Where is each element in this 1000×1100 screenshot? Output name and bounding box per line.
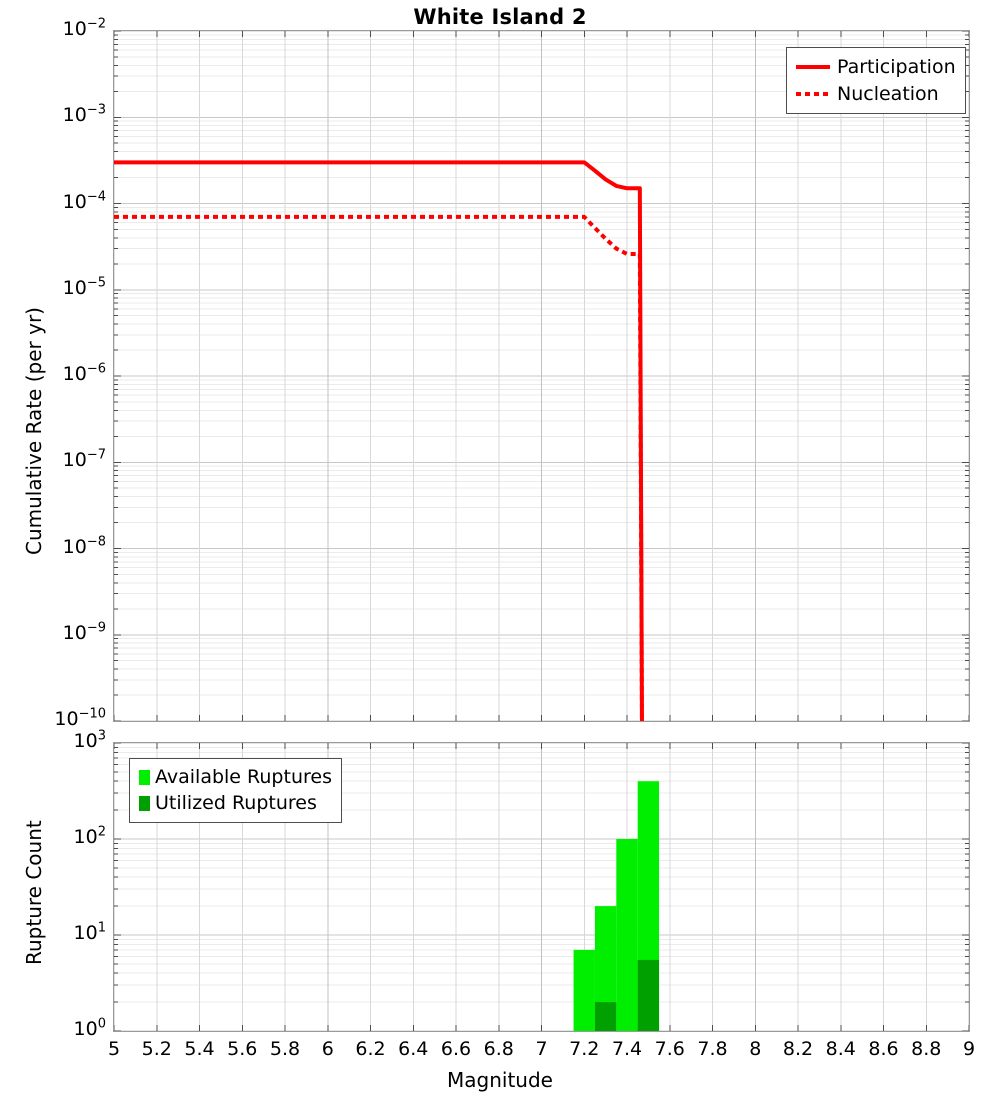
x-tick-label: 6.8 [483, 1038, 514, 1060]
bar-available-ruptures [594, 906, 617, 1031]
tick-marks [114, 31, 969, 721]
y-tick-label: 10−9 [62, 620, 106, 644]
legend-entry-utilized-ruptures: Utilized Ruptures [139, 790, 332, 816]
x-tick-label: 7.8 [697, 1038, 728, 1060]
available-ruptures-swatch-icon [139, 769, 150, 785]
nucleation-line-icon [796, 85, 830, 103]
bottom-panel-y-tick-labels: 103 102 101 100 [40, 0, 106, 1100]
bar-available-ruptures [616, 839, 638, 1031]
tick-marks [114, 743, 969, 1031]
utilized-ruptures-swatch-icon [139, 795, 150, 811]
bottom-panel-axes: Available Ruptures Utilized Ruptures [113, 742, 970, 1032]
y-tick-label: 10−2 [62, 16, 106, 40]
y-tick-label: 103 [73, 728, 106, 752]
y-tick-label: 10−6 [62, 361, 106, 385]
y-tick-label: 10−7 [62, 447, 106, 472]
x-tick-label: 6.2 [355, 1038, 386, 1060]
x-tick-label: 8.6 [868, 1038, 899, 1060]
top-panel-plot-area [114, 31, 969, 721]
bar-available-ruptures [573, 949, 595, 1031]
figure-title: White Island 2 [413, 5, 587, 29]
x-tick-label: 6.4 [398, 1038, 429, 1060]
curve-nucleation [114, 214, 644, 721]
x-tick-label: 9 [962, 1038, 976, 1060]
x-tick-label: 5.6 [227, 1038, 258, 1060]
x-tick-label: 5.8 [269, 1038, 301, 1060]
x-axis-title: Magnitude [447, 1068, 553, 1092]
top-panel-axes: Participation Nucleation [113, 30, 970, 722]
legend-label-utilized-ruptures: Utilized Ruptures [155, 792, 317, 814]
x-tick-label: 7.6 [654, 1038, 685, 1060]
x-tick-label: 6.6 [440, 1038, 472, 1060]
x-tick-label: 8.2 [782, 1038, 814, 1060]
x-tick-label: 7.4 [611, 1038, 643, 1060]
legend-entry-participation: Participation [796, 53, 956, 80]
x-tick-label: 8.4 [825, 1038, 856, 1060]
x-tick-label: 7 [535, 1038, 548, 1060]
grid-lines [114, 31, 969, 721]
legend-entry-available-ruptures: Available Ruptures [139, 764, 332, 790]
x-tick-label: 8 [749, 1038, 762, 1060]
y-tick-label: 102 [73, 824, 106, 848]
x-tick-label: 7.2 [569, 1038, 600, 1060]
participation-line-icon [796, 58, 830, 76]
curve-participation [114, 160, 644, 721]
y-tick-label: 10−10 [54, 706, 106, 730]
y-tick-label: 101 [73, 920, 106, 944]
top-panel-legend: Participation Nucleation [786, 47, 966, 114]
x-tick-label: 5 [107, 1038, 121, 1060]
y-tick-label: 100 [73, 1016, 106, 1040]
top-panel-y-tick-labels: 10−2 10−3 10−4 10−5 10−6 10−7 10−8 10−9 10−10 [40, 0, 106, 1100]
bar-utilized-ruptures [594, 1002, 617, 1031]
x-tick-label: 5.2 [141, 1038, 172, 1060]
y-tick-label: 10−4 [62, 189, 106, 213]
legend-label-available-ruptures: Available Ruptures [155, 766, 332, 788]
x-tick-label: 5.4 [184, 1038, 215, 1060]
bar-utilized-ruptures [637, 959, 660, 1031]
y-tick-label: 10−5 [62, 275, 106, 299]
y-tick-label: 10−8 [62, 534, 106, 558]
bottom-panel-legend: Available Ruptures Utilized Ruptures [129, 758, 342, 823]
x-tick-label: 6 [321, 1038, 334, 1060]
mfd-curves-svg [114, 31, 969, 721]
legend-label-nucleation: Nucleation [837, 82, 939, 105]
legend-entry-nucleation: Nucleation [796, 80, 956, 107]
y-tick-label: 10−3 [62, 102, 106, 127]
x-tick-label: 8.8 [911, 1038, 942, 1060]
legend-label-participation: Participation [837, 55, 956, 78]
